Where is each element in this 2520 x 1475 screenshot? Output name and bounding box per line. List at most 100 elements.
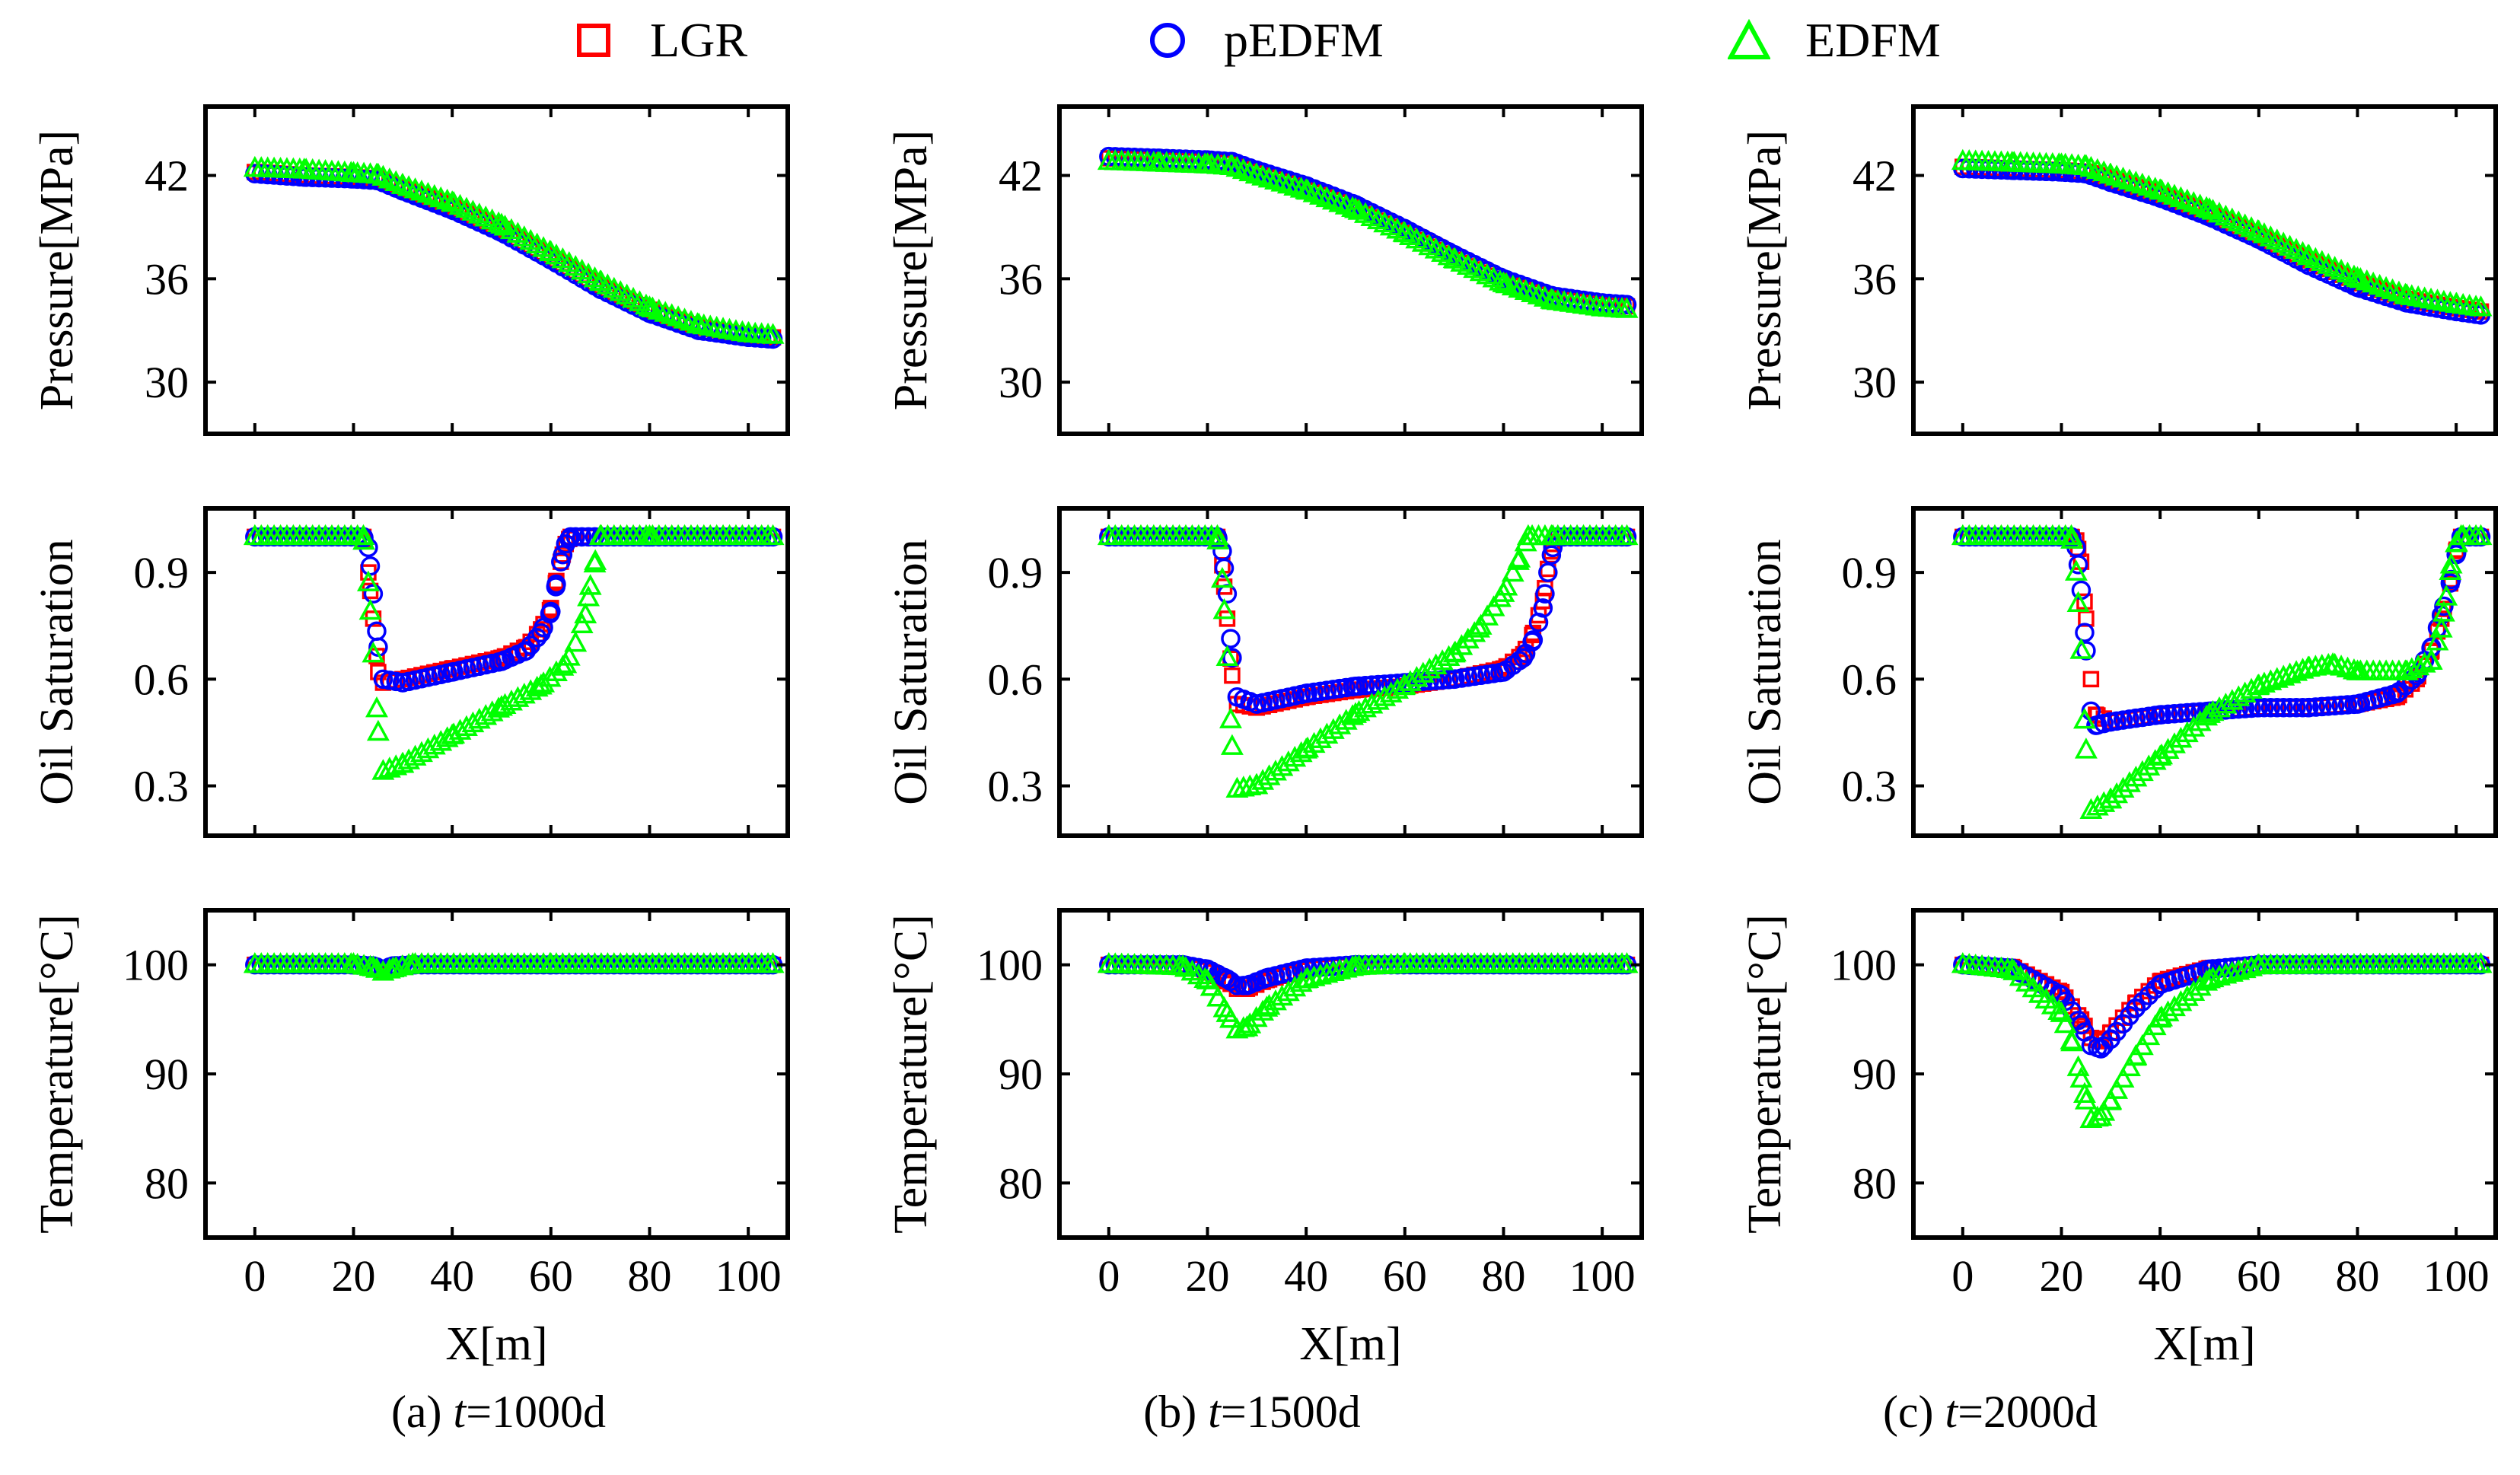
marker-edfm-30 — [2118, 168, 2141, 190]
marker-pedfm-22 — [1221, 629, 1241, 648]
x-tick-label: 60 — [2237, 1251, 2281, 1301]
marker-edfm-30 — [2099, 1088, 2123, 1110]
x-tick-label: 100 — [715, 1251, 782, 1301]
x-tick-label: 60 — [1383, 1251, 1427, 1301]
caption-c-var: t — [1945, 1387, 1958, 1437]
series-pedfm — [245, 527, 783, 693]
y-tick-label: 90 — [1853, 1050, 1897, 1099]
y-tick-label: 100 — [123, 941, 189, 990]
marker-edfm-36 — [2130, 1034, 2154, 1056]
x-tick-label: 20 — [2039, 1251, 2083, 1301]
marker-edfm-89 — [2432, 601, 2455, 622]
marker-edfm-22 — [1220, 154, 1244, 175]
marker-edfm-53 — [532, 671, 556, 693]
marker-pedfm-37 — [1298, 958, 1317, 978]
marker-pedfm-67 — [2318, 696, 2338, 716]
legend-circle-marker-icon — [1150, 23, 1185, 58]
marker-pedfm-62 — [2292, 697, 2313, 718]
marker-edfm-49 — [2201, 966, 2225, 988]
marker-edfm-65 — [1456, 627, 1480, 649]
series-edfm — [243, 952, 785, 981]
marker-edfm-95 — [761, 524, 785, 546]
marker-edfm-32 — [2130, 172, 2154, 194]
marker-pedfm-61 — [2286, 697, 2306, 718]
marker-edfm-92 — [2469, 295, 2493, 317]
panel-temperature-1: 0 20 40 60 80 100 80 90 100 Temperature[°C] X[m] — [885, 908, 1644, 1370]
marker-pedfm-38 — [1304, 682, 1324, 702]
marker-edfm-20 — [2066, 591, 2090, 613]
legend: LGR pEDFM EDFM — [0, 0, 2520, 84]
plot-area-temperature-0 — [243, 952, 785, 981]
y-tick-label: 0.6 — [134, 655, 190, 704]
y-axis-label: Temperature[°C] — [1739, 914, 1791, 1234]
marker-pedfm-64 — [2299, 697, 2319, 718]
marker-pedfm-39 — [2158, 704, 2178, 725]
marker-edfm-16 — [1193, 967, 1217, 989]
marker-edfm-61 — [2291, 658, 2315, 679]
marker-edfm-60 — [570, 612, 594, 634]
marker-pedfm-57 — [2260, 697, 2281, 718]
plot-area-temperature-2 — [1951, 952, 2493, 1128]
marker-edfm-19 — [2064, 559, 2088, 581]
marker-pedfm-33 — [2126, 998, 2146, 1018]
y-tick-label: 0.9 — [134, 548, 190, 597]
marker-edfm-62 — [577, 585, 601, 607]
y-tick-label: 0.3 — [134, 762, 190, 811]
y-axis-label: Pressure[MPa] — [1739, 130, 1791, 411]
y-tick-label: 80 — [999, 1158, 1043, 1208]
marker-edfm-39 — [2163, 732, 2186, 753]
marker-pedfm-68 — [2324, 696, 2345, 715]
marker-pedfm-20 — [2068, 555, 2088, 575]
marker-edfm-64 — [1450, 634, 1473, 655]
marker-pedfm-41 — [2171, 703, 2191, 723]
marker-edfm-21 — [2069, 638, 2093, 659]
x-tick-label: 20 — [1185, 1251, 1229, 1301]
marker-edfm-53 — [2247, 219, 2270, 241]
caption-c: (c) t=2000d — [1724, 1378, 2257, 1446]
marker-edfm-34 — [1289, 177, 1313, 198]
marker-edfm-21 — [362, 641, 385, 663]
panel-frame — [1911, 104, 2498, 436]
marker-pedfm-30 — [2107, 711, 2127, 731]
marker-pedfm-64 — [565, 527, 585, 547]
marker-edfm-22 — [2073, 707, 2096, 729]
marker-pedfm-21 — [1217, 969, 1238, 989]
marker-pedfm-33 — [2126, 708, 2146, 728]
y-tick-label: 80 — [1853, 1158, 1897, 1208]
marker-edfm-18 — [1199, 975, 1223, 996]
marker-edfm-25 — [384, 955, 408, 977]
x-tick-label: 40 — [1284, 1251, 1328, 1301]
marker-edfm-87 — [2426, 629, 2449, 651]
x-tick-label: 20 — [331, 1251, 375, 1301]
marker-edfm-63 — [578, 574, 602, 595]
marker-edfm-45 — [2198, 702, 2221, 723]
marker-pedfm-90 — [2434, 596, 2454, 616]
marker-edfm-31 — [1270, 170, 1294, 192]
marker-edfm-22 — [1219, 1007, 1242, 1028]
marker-edfm-18 — [2060, 527, 2084, 549]
marker-edfm-41 — [1321, 960, 1345, 982]
marker-pedfm-66 — [1464, 666, 1484, 687]
marker-edfm-44 — [1344, 197, 1367, 218]
x-tick-label: 0 — [244, 1251, 266, 1301]
marker-edfm-55 — [2240, 955, 2264, 976]
y-axis-label: Pressure[MPa] — [31, 130, 83, 411]
legend-item-lgr: LGR — [572, 6, 747, 75]
marker-edfm-34 — [2143, 177, 2167, 198]
marker-pedfm-23 — [1227, 976, 1247, 996]
marker-pedfm-39 — [1311, 681, 1330, 702]
marker-pedfm-59 — [2273, 697, 2293, 718]
marker-edfm-38 — [1302, 965, 1326, 986]
marker-edfm-70 — [2336, 656, 2359, 678]
marker-edfm-42 — [2163, 995, 2186, 1017]
marker-edfm-42 — [1328, 958, 1352, 980]
marker-pedfm-65 — [572, 527, 592, 547]
marker-edfm-35 — [2143, 749, 2167, 770]
marker-pedfm-81 — [1535, 584, 1555, 604]
x-axis-label: X[m] — [445, 1318, 547, 1370]
series-edfm — [243, 524, 785, 780]
marker-pedfm-55 — [2249, 697, 2269, 718]
x-tick-label: 40 — [430, 1251, 474, 1301]
y-tick-label: 42 — [145, 151, 189, 201]
panel-frame — [203, 506, 790, 838]
